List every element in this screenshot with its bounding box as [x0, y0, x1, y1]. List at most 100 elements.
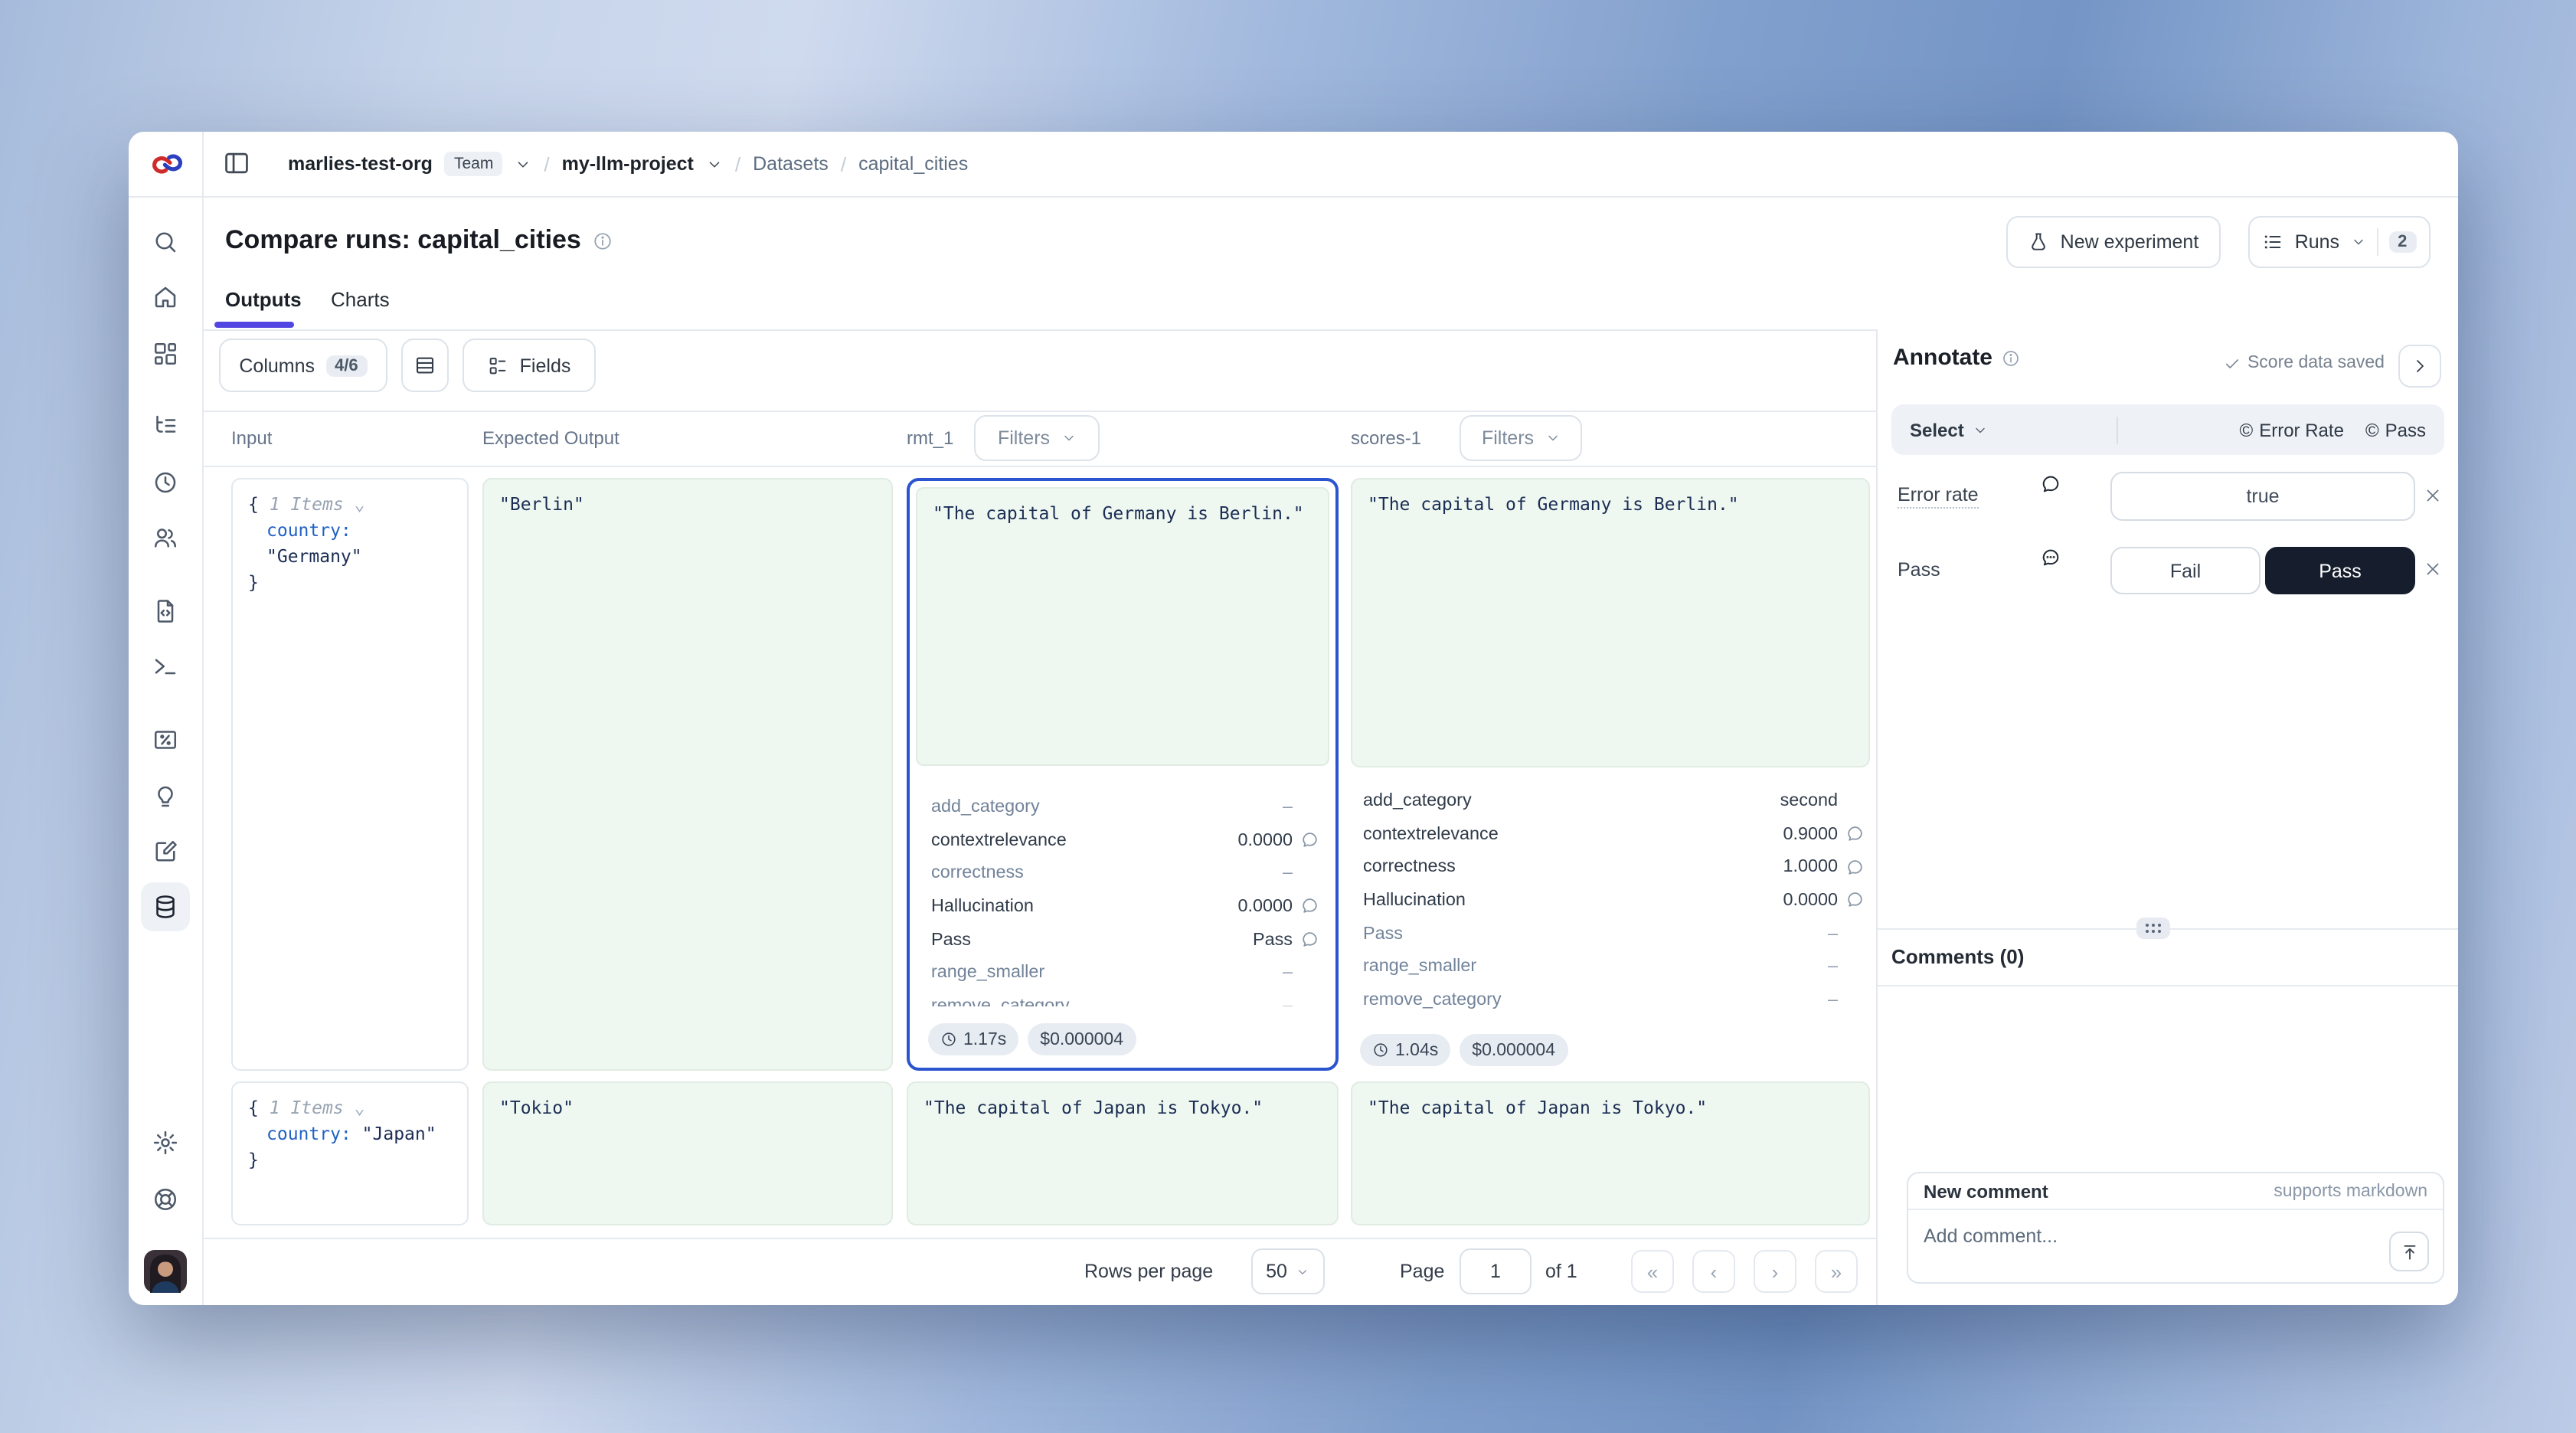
breadcrumb-datasets[interactable]: Datasets	[753, 153, 829, 175]
search-icon[interactable]	[152, 228, 179, 256]
cost-pill[interactable]: $0.000004	[1460, 1034, 1568, 1066]
chevron-down-icon[interactable]	[706, 155, 723, 172]
dashboards-icon[interactable]	[152, 340, 179, 368]
page-input[interactable]	[1461, 1261, 1530, 1282]
row2-expected-cell[interactable]: "Tokio"	[482, 1081, 893, 1225]
metric-row[interactable]: Pass Pass	[931, 923, 1319, 956]
column-header-run2[interactable]: scores-1	[1351, 427, 1422, 449]
row-height-button[interactable]	[401, 339, 449, 392]
traces-icon[interactable]	[152, 412, 179, 440]
comment-bubble-icon[interactable]	[2040, 473, 2061, 495]
breadcrumb-dataset-name[interactable]: capital_cities	[858, 153, 969, 175]
org-logo-icon[interactable]	[149, 150, 185, 178]
history-icon[interactable]	[152, 469, 179, 496]
metric-row[interactable]: correctness –	[931, 862, 1293, 883]
settings-gear-icon[interactable]	[152, 1129, 179, 1157]
prev-page-button[interactable]: ‹	[1692, 1250, 1735, 1293]
metric-row[interactable]: correctness 1.0000	[1363, 850, 1864, 883]
chevron-down-icon[interactable]: ⌄	[354, 1097, 365, 1118]
tab-charts[interactable]: Charts	[331, 288, 390, 311]
breadcrumb-project[interactable]: my-llm-project	[561, 153, 694, 175]
comment-bubble-icon[interactable]	[1838, 824, 1864, 843]
latency-pill[interactable]: 1.17s	[928, 1023, 1019, 1055]
metric-row[interactable]: Pass –	[1363, 923, 1838, 944]
row1-run2-output[interactable]: "The capital of Germany is Berlin."	[1351, 478, 1870, 767]
lightbulb-icon[interactable]	[152, 783, 179, 810]
comment-bubble-icon[interactable]	[1293, 897, 1319, 916]
submit-comment-button[interactable]	[2389, 1232, 2429, 1271]
breadcrumb-org[interactable]: marlies-test-org	[288, 153, 433, 175]
cost-pill[interactable]: $0.000004	[1028, 1023, 1136, 1055]
next-page-button[interactable]: ›	[1754, 1250, 1796, 1293]
annotations-icon[interactable]	[152, 838, 179, 865]
user-avatar[interactable]	[144, 1250, 187, 1293]
fail-option-button[interactable]: Fail	[2110, 547, 2261, 594]
metric-row[interactable]: contextrelevance 0.9000	[1363, 817, 1864, 850]
row1-run1-cell-selected[interactable]: "The capital of Germany is Berlin." add_…	[907, 478, 1339, 1071]
row1-input-cell[interactable]: { 1 Items ⌄ country: "Germany" }	[231, 478, 469, 1071]
code-file-icon[interactable]	[152, 597, 179, 625]
select-dropdown[interactable]: Select	[1891, 419, 1989, 440]
rows-per-page-select[interactable]: 50	[1251, 1248, 1325, 1294]
json-brace: }	[248, 1149, 259, 1170]
comment-bubble-icon[interactable]	[1293, 830, 1319, 849]
evaluations-icon[interactable]	[152, 726, 179, 754]
row2-run2-output[interactable]: "The capital of Japan is Tokyo."	[1351, 1081, 1870, 1225]
latency-pill[interactable]: 1.04s	[1360, 1034, 1451, 1066]
pass-field-label[interactable]: Pass	[1898, 559, 1940, 581]
info-icon[interactable]	[593, 231, 613, 250]
first-page-button[interactable]: «	[1631, 1250, 1674, 1293]
metric-row[interactable]: range_smaller –	[931, 962, 1293, 983]
runs-button[interactable]: Runs 2	[2248, 216, 2431, 268]
error-rate-input[interactable]	[2110, 472, 2415, 521]
comment-bubble-icon[interactable]	[1293, 930, 1319, 949]
row1-expected-cell[interactable]: "Berlin"	[482, 478, 893, 1071]
fields-button[interactable]: Fields	[463, 339, 596, 392]
resize-drag-handle[interactable]	[2136, 918, 2170, 939]
clear-error-rate-icon[interactable]	[2423, 486, 2444, 507]
column-header-input[interactable]: Input	[231, 427, 273, 449]
row1-run2-cell[interactable]: "The capital of Germany is Berlin." add_…	[1351, 478, 1870, 1071]
error-rate-field-label[interactable]: Error rate	[1898, 484, 1979, 509]
metric-row[interactable]: contextrelevance 0.0000	[931, 823, 1319, 856]
chevron-down-icon[interactable]: ⌄	[354, 493, 365, 515]
clear-pass-icon[interactable]	[2423, 559, 2444, 581]
last-page-button[interactable]: »	[1815, 1250, 1858, 1293]
spec-error-rate[interactable]: © Error Rate	[2239, 419, 2344, 440]
collapse-sidebar-icon[interactable]	[222, 149, 251, 178]
pass-option-button-selected[interactable]: Pass	[2265, 547, 2415, 594]
column-header-run1[interactable]: rmt_1	[907, 427, 954, 449]
metric-row[interactable]: range_smaller –	[1363, 956, 1838, 977]
columns-button[interactable]: Columns 4/6	[219, 339, 387, 392]
metric-row[interactable]: Hallucination 0.0000	[1363, 884, 1864, 917]
users-icon[interactable]	[152, 524, 179, 551]
metric-row[interactable]: remove_category –	[1363, 989, 1838, 1009]
page-input-box[interactable]	[1460, 1248, 1532, 1294]
comment-bubble-icon[interactable]	[1838, 857, 1864, 876]
row2-run1-output[interactable]: "The capital of Japan is Tokyo."	[907, 1081, 1339, 1225]
json-items-label[interactable]: 1 Items	[269, 493, 344, 515]
comment-bubble-icon[interactable]	[2040, 547, 2061, 568]
info-icon[interactable]	[2002, 348, 2020, 367]
metric-row[interactable]: add_category second	[1363, 790, 1838, 811]
row2-input-cell[interactable]: { 1 Items ⌄ country: "Japan" }	[231, 1081, 469, 1225]
home-icon[interactable]	[152, 283, 179, 311]
metric-row[interactable]: Hallucination 0.0000	[931, 890, 1319, 923]
terminal-icon[interactable]	[152, 653, 179, 680]
column-header-expected[interactable]: Expected Output	[482, 427, 619, 449]
spec-pass[interactable]: © Pass	[2365, 419, 2426, 440]
row1-run1-output[interactable]: "The capital of Germany is Berlin."	[916, 487, 1329, 766]
new-experiment-button[interactable]: New experiment	[2006, 216, 2221, 268]
run1-filters-button[interactable]: Filters	[974, 415, 1100, 461]
collapse-panel-button[interactable]	[2398, 345, 2441, 388]
comment-input[interactable]	[1914, 1216, 2297, 1256]
datasets-icon[interactable]	[152, 893, 179, 921]
run2-filters-button[interactable]: Filters	[1460, 415, 1582, 461]
json-items-label[interactable]: 1 Items	[269, 1097, 344, 1118]
support-lifebuoy-icon[interactable]	[152, 1186, 179, 1213]
metric-row[interactable]: remove_category –	[931, 995, 1293, 1006]
metric-row[interactable]: add_category –	[931, 797, 1293, 817]
tab-outputs[interactable]: Outputs	[225, 288, 302, 311]
chevron-down-icon[interactable]	[515, 155, 531, 172]
comment-bubble-icon[interactable]	[1838, 891, 1864, 910]
